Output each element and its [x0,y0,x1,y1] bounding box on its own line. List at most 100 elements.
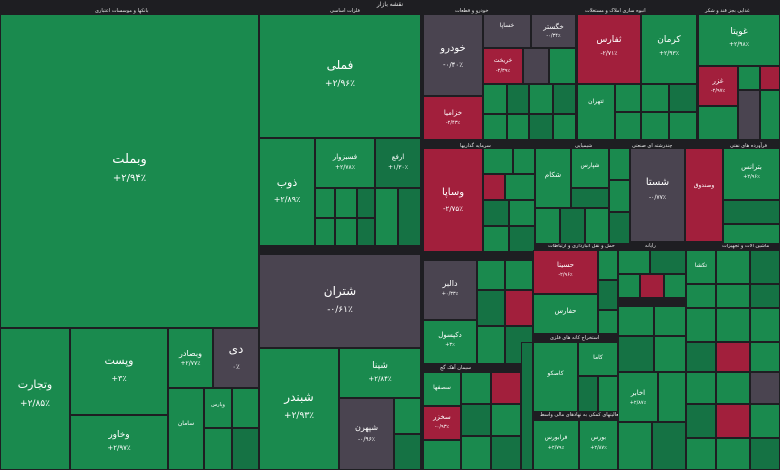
tile-kerman[interactable]: کرمان +۲/۹۳٪ [641,14,697,84]
tile-small[interactable] [483,84,507,114]
tile-shasta[interactable]: شستا -۰/۷۷٪ [630,148,685,242]
tile-setehran[interactable]: ثتهران [577,84,615,140]
tile-sefars[interactable]: ثفارس -۲/۷۱٪ [577,14,641,84]
tile-small[interactable] [375,188,398,246]
tile-small[interactable] [686,438,716,470]
tile-small[interactable] [505,290,533,326]
tile-sekhazar[interactable]: سخزر -۰/۹۳٪ [423,406,461,440]
tile-small[interactable] [618,250,650,274]
tile-small[interactable] [609,148,630,180]
tile-small[interactable] [507,84,529,114]
tile-tekasha[interactable]: تکشا [686,250,716,284]
tile-small[interactable] [609,180,630,212]
tile-shina[interactable]: شینا +۲/۸۴٪ [339,348,421,398]
tile-day[interactable]: دی ۰٪ [213,328,259,388]
tile-fasabzevar[interactable]: فسبزوار +۲/۷۸٪ [315,138,375,188]
tile-small[interactable] [615,84,641,112]
tile-vasapa[interactable]: وساپا -۲/۷۵٪ [423,148,483,252]
tile-small[interactable] [232,388,259,428]
tile-dalber[interactable]: دالبر +۰/۳۳٪ [423,260,477,320]
tile-small[interactable] [750,250,780,284]
tile-small[interactable] [716,404,750,438]
tile-small[interactable] [723,200,780,224]
tile-small[interactable] [394,434,421,470]
tile-small[interactable] [750,308,780,342]
tile-small[interactable] [315,188,335,218]
tile-small[interactable] [585,208,609,244]
tile-small[interactable] [716,438,750,470]
tile-shabandar[interactable]: شبندر +۲/۹۳٪ [259,348,339,470]
tile-small[interactable] [423,440,461,470]
tile-small[interactable] [477,290,505,326]
tile-hafars[interactable]: حفارس [533,294,598,334]
tile-small[interactable] [204,428,232,470]
tile-small[interactable] [357,218,375,246]
tile-shepars[interactable]: شپارس [571,148,609,188]
tile-small[interactable] [549,48,576,84]
tile-small[interactable] [654,306,686,336]
tile-small[interactable] [716,284,750,308]
tile-batrans[interactable]: بترانس +۲/۹۶٪ [723,148,780,200]
tile-hasina[interactable]: حسینا -۲/۹۶٪ [533,250,598,294]
tile-shetran[interactable]: شتران -۰/۶۱٪ [259,254,421,348]
tile-small[interactable] [477,260,505,290]
tile-small[interactable] [461,436,491,470]
tile-shekam[interactable]: شکام [535,148,571,208]
tile-small[interactable] [658,372,686,422]
tile-small[interactable] [535,208,560,244]
tile-small[interactable] [483,174,505,200]
tile-small[interactable] [618,274,640,298]
tile-small[interactable] [578,376,598,412]
tile-small[interactable] [513,148,535,174]
tile-small[interactable] [750,438,780,470]
tile-small[interactable] [335,188,357,218]
tile-small[interactable] [598,280,618,310]
tile-small[interactable] [461,404,491,436]
tile-small[interactable] [760,90,780,140]
tile-small[interactable] [509,226,535,252]
tile-small[interactable] [618,306,654,336]
tile-small[interactable] [505,260,533,290]
tile-small[interactable] [571,188,609,208]
tile-fameli[interactable]: فملی +۲/۹۶٪ [259,14,421,138]
tile-vbsader[interactable]: وبصادر +۲/۷۷٪ [168,328,213,388]
tile-sesfaha[interactable]: سصفها [423,372,461,406]
tile-small[interactable] [598,376,618,412]
tile-small[interactable] [232,428,259,470]
tile-small[interactable] [641,84,669,112]
tile-vkhavar[interactable]: وخاور +۲/۹۷٪ [70,415,168,470]
tile-small[interactable] [618,336,654,372]
tile-small[interactable] [507,114,529,140]
tile-small[interactable] [686,342,716,372]
tile-ghazar[interactable]: غزر -۲/۹۷٪ [698,66,738,106]
tile-akhaber[interactable]: اخابر +۲/۸۷٪ [618,372,658,422]
tile-small[interactable] [716,372,750,404]
tile-khgostar[interactable]: خگستر -۰/۳۴٪ [531,14,576,48]
tile-small[interactable] [398,188,421,246]
tile-small[interactable] [598,250,618,280]
tile-small[interactable] [553,114,576,140]
tile-small[interactable] [750,284,780,308]
tile-small[interactable] [560,208,585,244]
tile-small[interactable] [477,326,505,364]
tile-small[interactable] [750,404,780,438]
tile-small[interactable] [686,284,716,308]
tile-khzamia[interactable]: خزامیا -۲/۴۳٪ [423,96,483,140]
tile-small[interactable] [760,66,780,90]
tile-small[interactable] [598,310,618,334]
tile-saman[interactable]: سامان [168,388,204,470]
tile-small[interactable] [686,308,716,342]
tile-small[interactable] [654,336,686,372]
tile-small[interactable] [615,112,641,140]
tile-small[interactable] [553,84,576,114]
tile-small[interactable] [664,274,686,298]
tile-kachad[interactable]: کاصکو [533,342,578,412]
tile-small[interactable] [723,224,780,244]
tile-khrikht[interactable]: خریخت -۲/۳۹٪ [483,48,523,84]
tile-vtejarat[interactable]: وتجارت +۲/۸۵٪ [0,328,70,470]
tile-small[interactable] [491,372,521,404]
tile-small[interactable] [483,148,513,174]
tile-khodro[interactable]: خودرو -۰/۴۰٪ [423,14,483,96]
tile-vsandogh[interactable]: وصندوق [685,148,723,242]
tile-small[interactable] [698,106,738,140]
